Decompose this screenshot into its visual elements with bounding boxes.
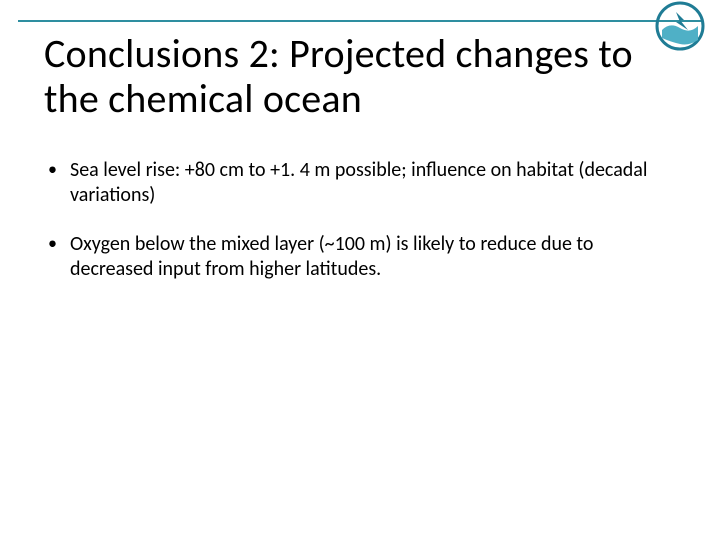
bullet-item: Oxygen below the mixed layer (~100 m) is… (44, 232, 680, 282)
bullet-list: Sea level rise: +80 cm to +1. 4 m possib… (44, 158, 680, 306)
slide-title: Conclusions 2: Projected changes to the … (44, 32, 680, 122)
bullet-item-text: Oxygen below the mixed layer (~100 m) is… (70, 232, 593, 281)
bullet-item-text: Sea level rise: +80 cm to +1. 4 m possib… (70, 158, 647, 207)
header-rule (18, 20, 702, 22)
bullet-item: Sea level rise: +80 cm to +1. 4 m possib… (44, 158, 680, 208)
